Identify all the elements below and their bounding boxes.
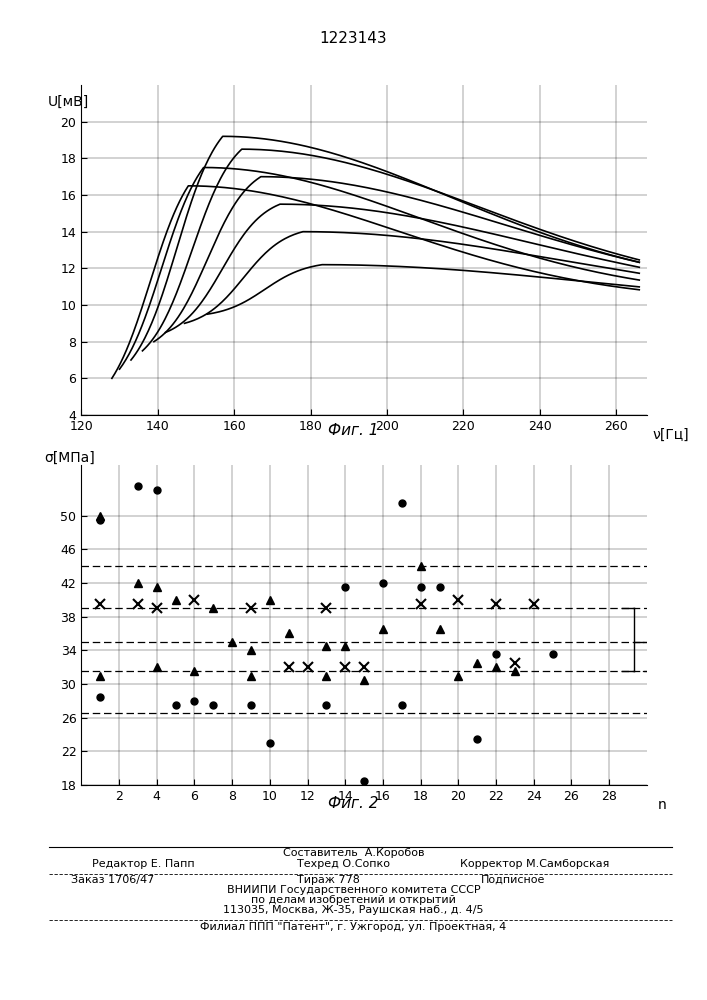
Text: Фиг. 2: Фиг. 2 [328, 796, 379, 811]
Text: Редактор Е. Папп: Редактор Е. Папп [92, 859, 194, 869]
Text: Составитель  А.Коробов: Составитель А.Коробов [283, 848, 424, 858]
Text: σ[МПа]: σ[МПа] [45, 451, 95, 465]
Text: по делам изобретений и открытий: по делам изобретений и открытий [251, 895, 456, 905]
Text: Корректор М.Самборская: Корректор М.Самборская [460, 859, 609, 869]
Text: Тираж 778: Тираж 778 [297, 875, 360, 885]
Text: Техред О.Сопко: Техред О.Сопко [297, 859, 390, 869]
Text: Филиал ППП "Патент", г. Ужгород, ул. Проектная, 4: Филиал ППП "Патент", г. Ужгород, ул. Про… [200, 922, 507, 932]
Text: 1223143: 1223143 [320, 31, 387, 46]
Text: Заказ 1706/47: Заказ 1706/47 [71, 875, 154, 885]
Text: n: n [658, 798, 667, 812]
Text: 113035, Москва, Ж-35, Раушская наб., д. 4/5: 113035, Москва, Ж-35, Раушская наб., д. … [223, 905, 484, 915]
Text: Подписное: Подписное [481, 875, 545, 885]
Text: Фиг. 1: Фиг. 1 [328, 423, 379, 438]
Text: ВНИИПИ Государственного комитета СССР: ВНИИПИ Государственного комитета СССР [227, 885, 480, 895]
Text: ν[Гц]: ν[Гц] [653, 428, 689, 442]
Text: U[мВ]: U[мВ] [47, 95, 88, 109]
